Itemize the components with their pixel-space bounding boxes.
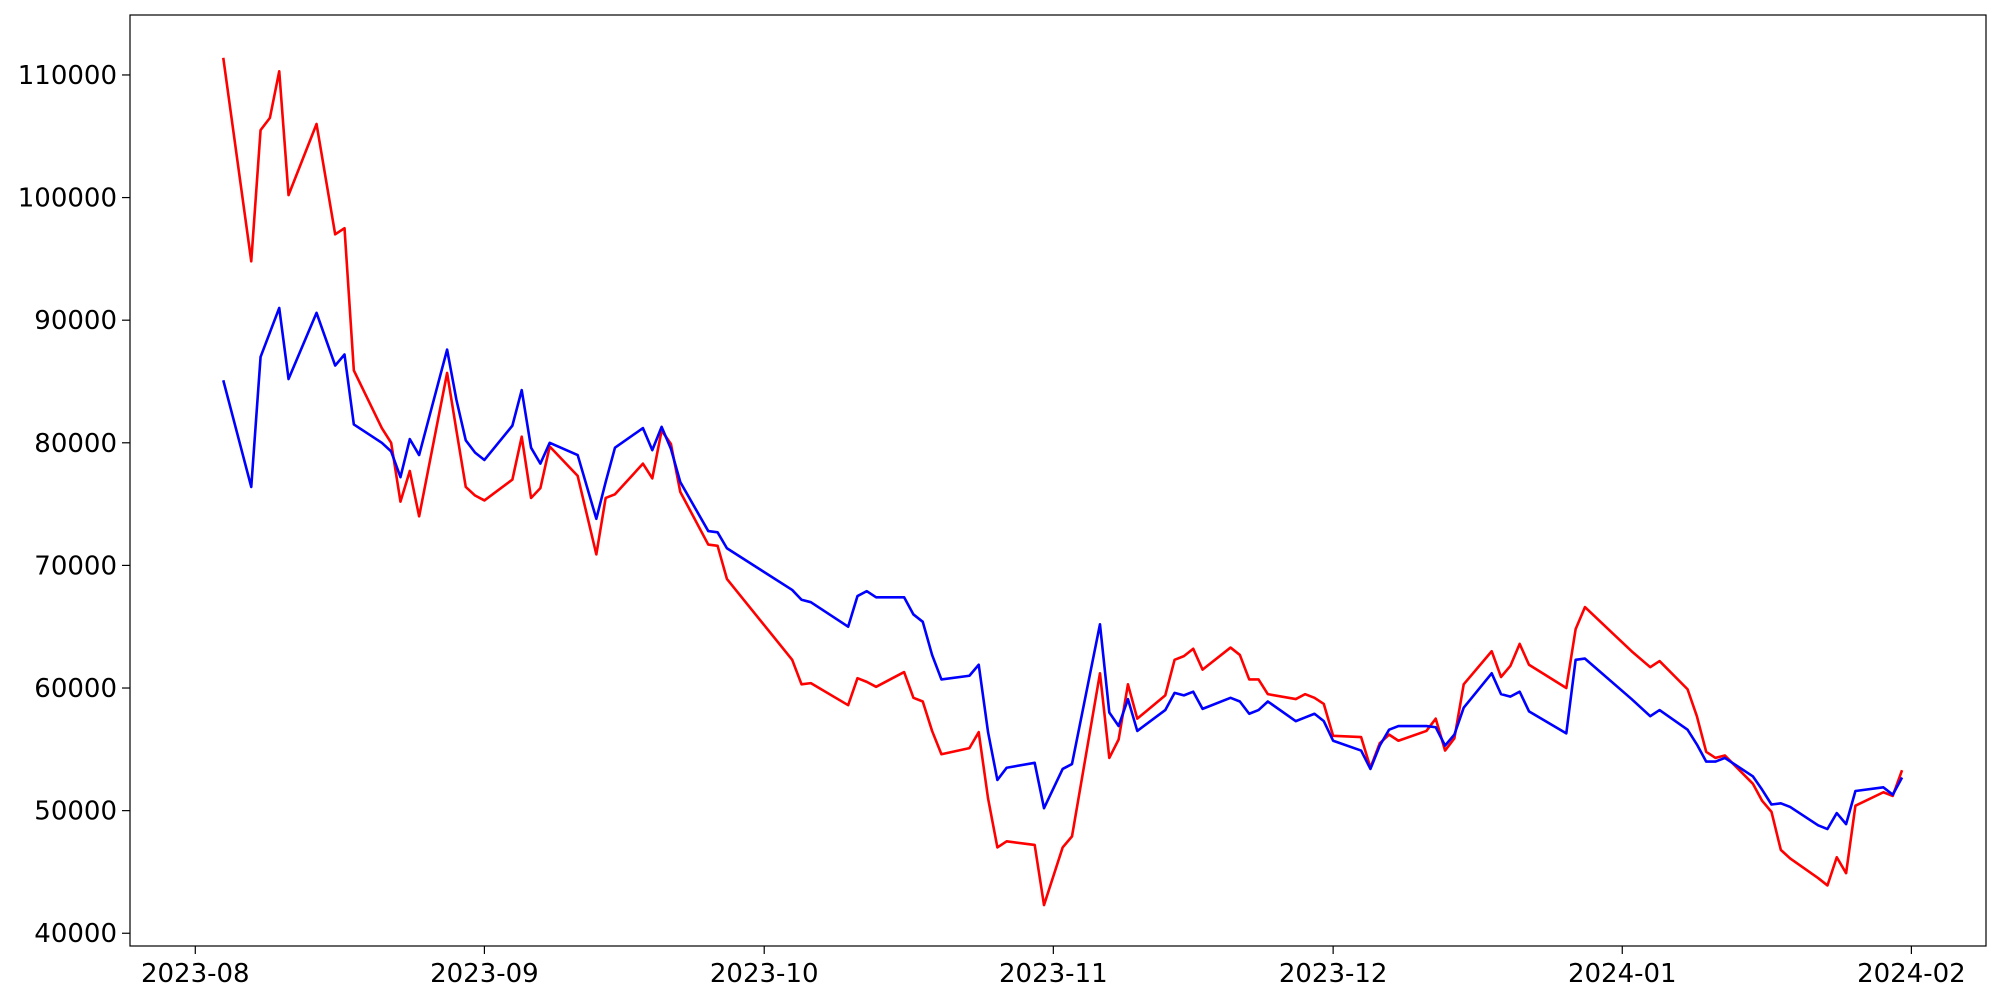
x-tick-label: 2023-10 — [710, 959, 819, 989]
y-tick-label: 70000 — [34, 551, 117, 581]
y-tick-label: 110000 — [18, 61, 117, 91]
x-tick-label: 2024-01 — [1568, 959, 1677, 989]
plot-frame — [129, 14, 1987, 947]
x-tick-label: 2023-12 — [1279, 959, 1388, 989]
series-line — [222, 306, 1904, 831]
y-tick-label: 80000 — [34, 429, 117, 459]
series-line — [221, 57, 1904, 907]
x-tick-label: 2023-09 — [430, 959, 539, 989]
y-tick-label: 50000 — [34, 797, 117, 827]
y-tick-label: 60000 — [34, 674, 117, 704]
x-tick-label: 2024-02 — [1857, 959, 1966, 989]
y-tick-label: 40000 — [34, 919, 117, 949]
y-tick-label: 90000 — [34, 306, 117, 336]
x-tick-label: 2023-11 — [999, 959, 1108, 989]
y-tick-label: 100000 — [18, 184, 117, 214]
x-tick-label: 2023-08 — [141, 959, 250, 989]
